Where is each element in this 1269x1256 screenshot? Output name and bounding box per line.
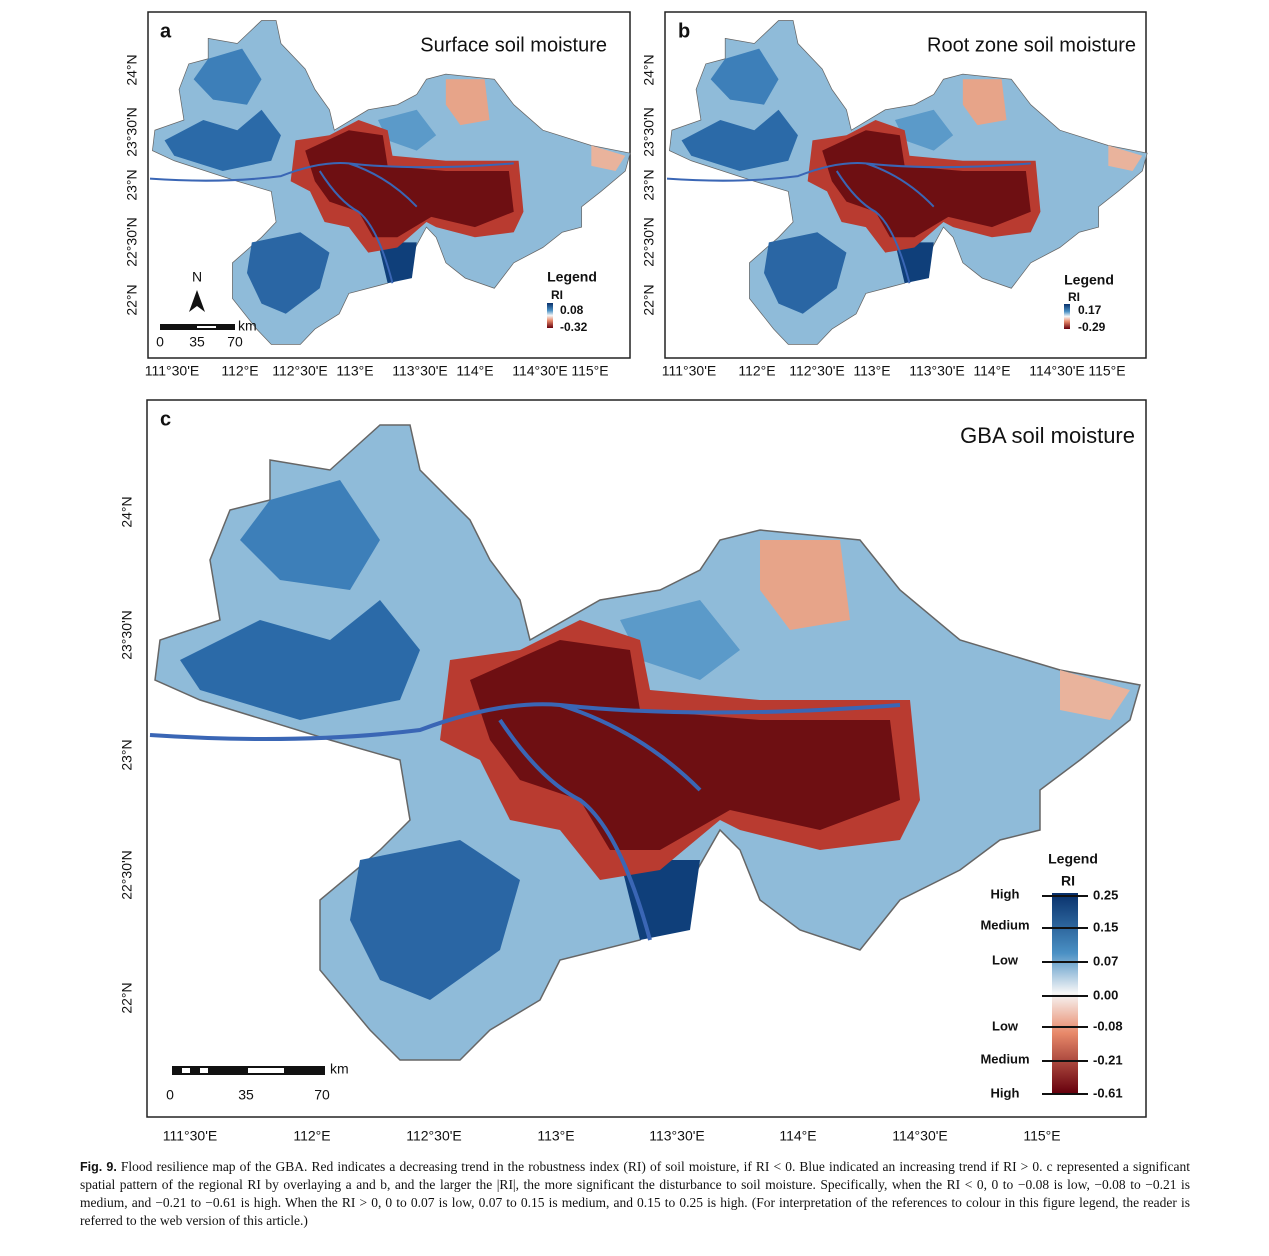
legend-title: Legend [1048, 851, 1098, 867]
lon-label: 114°E [973, 363, 1010, 379]
legend-value: 0.08 [560, 303, 584, 317]
lon-label: 113°E [336, 363, 373, 379]
legend-value: -0.08 [1093, 1018, 1123, 1033]
scale-tick: 70 [227, 334, 243, 350]
scale-tick: 0 [166, 1087, 174, 1103]
lat-label: 22°30'N [119, 850, 135, 900]
scale-bar [182, 1068, 190, 1073]
legend-title: Legend [547, 269, 597, 285]
lon-label: 113°30'E [909, 363, 965, 379]
lat-label: 23°30'N [641, 107, 657, 157]
legend-value: 0.15 [1093, 919, 1118, 934]
lon-label: 113°E [537, 1128, 574, 1144]
lat-label: 22°30'N [641, 217, 657, 267]
scale-unit: km [238, 318, 257, 334]
lat-label: 23°N [124, 169, 140, 200]
panel-title: Root zone soil moisture [927, 34, 1136, 56]
lon-label: 113°30'E [649, 1128, 705, 1144]
lat-label: 22°N [124, 284, 140, 315]
panel-frame [146, 399, 1147, 1118]
legend-class: Medium [980, 917, 1029, 932]
lon-label: 112°30'E [789, 363, 845, 379]
legend-bar [547, 303, 553, 328]
panel-label: c [160, 408, 171, 430]
lon-label: 114°E [456, 363, 493, 379]
scale-tick: 0 [156, 334, 164, 350]
legend-value: 0.17 [1078, 303, 1102, 317]
legend-class: High [991, 886, 1020, 901]
lon-label: 113°30'E [392, 363, 448, 379]
lon-label: 112°E [738, 363, 775, 379]
scale-tick: 70 [314, 1087, 330, 1103]
legend-class: High [991, 1085, 1020, 1100]
legend-value: 0.07 [1093, 953, 1118, 968]
lat-label: 24°N [119, 496, 135, 527]
scale-bar [197, 326, 216, 328]
legend-value: 0.00 [1093, 987, 1118, 1002]
panel-frame [664, 11, 1147, 359]
lon-label: 111°30'E [145, 363, 199, 379]
lon-label: 111°30'E [163, 1128, 217, 1144]
lon-label: 115°E [1088, 363, 1125, 379]
lon-label: 114°E [779, 1128, 816, 1144]
lat-label: 22°30'N [124, 217, 140, 267]
scale-tick: 35 [238, 1087, 254, 1103]
figure: a Surface soil moisture 24°N 23°30'N 23°N 22°… [119, 11, 1149, 1144]
legend-value: -0.61 [1093, 1085, 1123, 1100]
scale-unit: km [330, 1061, 349, 1077]
caption: Fig. 9. Flood resilience map of the GBA.… [80, 1158, 1190, 1230]
lon-label: 114°30'E [512, 363, 568, 379]
caption-label: Fig. 9. [80, 1160, 117, 1174]
lon-label: 115°E [1023, 1128, 1060, 1144]
legend-variable: RI [1061, 873, 1075, 889]
lon-label: 114°30'E [892, 1128, 948, 1144]
north-arrow [189, 290, 205, 312]
legend-value: -0.21 [1093, 1052, 1123, 1067]
legend-variable: RI [551, 288, 563, 302]
north-label: N [192, 269, 202, 285]
legend-class: Low [992, 1018, 1019, 1033]
panel-label: b [678, 20, 690, 42]
legend-bar [1052, 893, 1078, 1093]
lat-label: 23°30'N [119, 610, 135, 660]
lon-label: 114°30'E [1029, 363, 1085, 379]
lon-label: 112°30'E [406, 1128, 462, 1144]
legend-bar [1064, 304, 1070, 329]
scale-bar [200, 1068, 208, 1073]
scale-bar [248, 1068, 284, 1073]
legend-class: Low [992, 952, 1019, 967]
lon-label: 111°30'E [662, 363, 716, 379]
lat-label: 22°N [641, 284, 657, 315]
panel-frame [147, 11, 631, 359]
scale-tick: 35 [189, 334, 205, 350]
panel-label: a [160, 20, 172, 42]
legend-value: -0.29 [1078, 320, 1106, 334]
panel-title: GBA soil moisture [960, 423, 1135, 448]
lon-label: 113°E [853, 363, 890, 379]
lat-label: 24°N [641, 54, 657, 85]
lat-label: 22°N [119, 982, 135, 1013]
lat-label: 23°30'N [124, 107, 140, 157]
lat-label: 24°N [124, 54, 140, 85]
caption-text: Flood resilience map of the GBA. Red ind… [80, 1159, 1190, 1228]
legend-value: -0.32 [560, 320, 588, 334]
legend-title: Legend [1064, 272, 1114, 288]
legend-value: 0.25 [1093, 887, 1118, 902]
lon-label: 112°E [293, 1128, 330, 1144]
lat-label: 23°N [641, 169, 657, 200]
legend-class: Medium [980, 1051, 1029, 1066]
lon-label: 112°30'E [272, 363, 328, 379]
lat-label: 23°N [119, 739, 135, 770]
lon-label: 112°E [221, 363, 258, 379]
panel-title: Surface soil moisture [420, 34, 607, 56]
legend-variable: RI [1068, 290, 1080, 304]
lon-label: 115°E [571, 363, 608, 379]
